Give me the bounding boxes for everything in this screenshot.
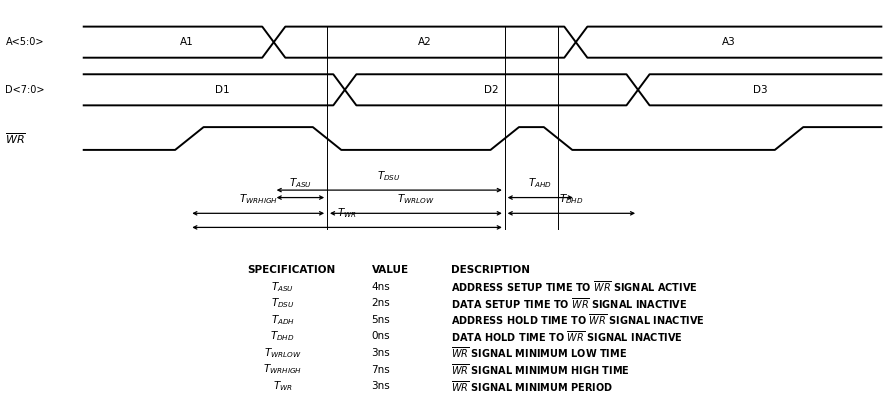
- Text: $T_{WRHIGH}$: $T_{WRHIGH}$: [263, 362, 302, 376]
- Text: A1: A1: [181, 37, 194, 47]
- Text: ADDRESS HOLD TIME TO $\overline{WR}$ SIGNAL INACTIVE: ADDRESS HOLD TIME TO $\overline{WR}$ SIG…: [451, 312, 705, 327]
- Text: A<5:0>: A<5:0>: [5, 37, 44, 47]
- Text: 3ns: 3ns: [372, 381, 391, 391]
- Text: A2: A2: [417, 37, 432, 47]
- Text: $\overline{WR}$ SIGNAL MINIMUM HIGH TIME: $\overline{WR}$ SIGNAL MINIMUM HIGH TIME: [451, 362, 630, 377]
- Text: $T_{DHD}$: $T_{DHD}$: [559, 192, 584, 206]
- Text: $\overline{WR}$ SIGNAL MINIMUM PERIOD: $\overline{WR}$ SIGNAL MINIMUM PERIOD: [451, 379, 614, 394]
- Text: D<7:0>: D<7:0>: [5, 85, 45, 95]
- Text: D2: D2: [485, 85, 499, 95]
- Text: A3: A3: [722, 37, 736, 47]
- Text: VALUE: VALUE: [372, 265, 409, 275]
- Text: $T_{WR}$: $T_{WR}$: [337, 206, 357, 220]
- Text: 2ns: 2ns: [372, 298, 391, 308]
- Text: 5ns: 5ns: [372, 315, 391, 325]
- Text: SPECIFICATION: SPECIFICATION: [247, 265, 335, 275]
- Text: $T_{WR}$: $T_{WR}$: [273, 379, 292, 393]
- Text: $T_{ASU}$: $T_{ASU}$: [289, 176, 312, 190]
- Text: $T_{WRLOW}$: $T_{WRLOW}$: [397, 192, 434, 206]
- Text: $\overline{WR}$ SIGNAL MINIMUM LOW TIME: $\overline{WR}$ SIGNAL MINIMUM LOW TIME: [451, 346, 628, 360]
- Text: $T_{AHD}$: $T_{AHD}$: [528, 176, 552, 190]
- Text: D1: D1: [215, 85, 230, 95]
- Text: 4ns: 4ns: [372, 282, 391, 291]
- Text: $T_{DSU}$: $T_{DSU}$: [271, 297, 294, 310]
- Text: ADDRESS SETUP TIME TO $\overline{WR}$ SIGNAL ACTIVE: ADDRESS SETUP TIME TO $\overline{WR}$ SI…: [451, 279, 698, 294]
- Text: $T_{DSU}$: $T_{DSU}$: [377, 169, 401, 183]
- Text: D3: D3: [753, 85, 767, 95]
- Text: 3ns: 3ns: [372, 348, 391, 358]
- Text: 0ns: 0ns: [372, 331, 390, 341]
- Text: $T_{WRHIGH}$: $T_{WRHIGH}$: [239, 192, 278, 206]
- Text: $T_{DHD}$: $T_{DHD}$: [270, 330, 295, 343]
- Text: $T_{ADH}$: $T_{ADH}$: [271, 313, 295, 327]
- Text: 7ns: 7ns: [372, 365, 391, 375]
- Text: $\overline{WR}$: $\overline{WR}$: [5, 131, 26, 146]
- Text: $T_{WRLOW}$: $T_{WRLOW}$: [264, 346, 301, 360]
- Text: DATA HOLD TIME TO $\overline{WR}$ SIGNAL INACTIVE: DATA HOLD TIME TO $\overline{WR}$ SIGNAL…: [451, 329, 683, 344]
- Text: DESCRIPTION: DESCRIPTION: [451, 265, 530, 275]
- Text: DATA SETUP TIME TO $\overline{WR}$ SIGNAL INACTIVE: DATA SETUP TIME TO $\overline{WR}$ SIGNA…: [451, 296, 687, 311]
- Text: $T_{ASU}$: $T_{ASU}$: [271, 280, 294, 294]
